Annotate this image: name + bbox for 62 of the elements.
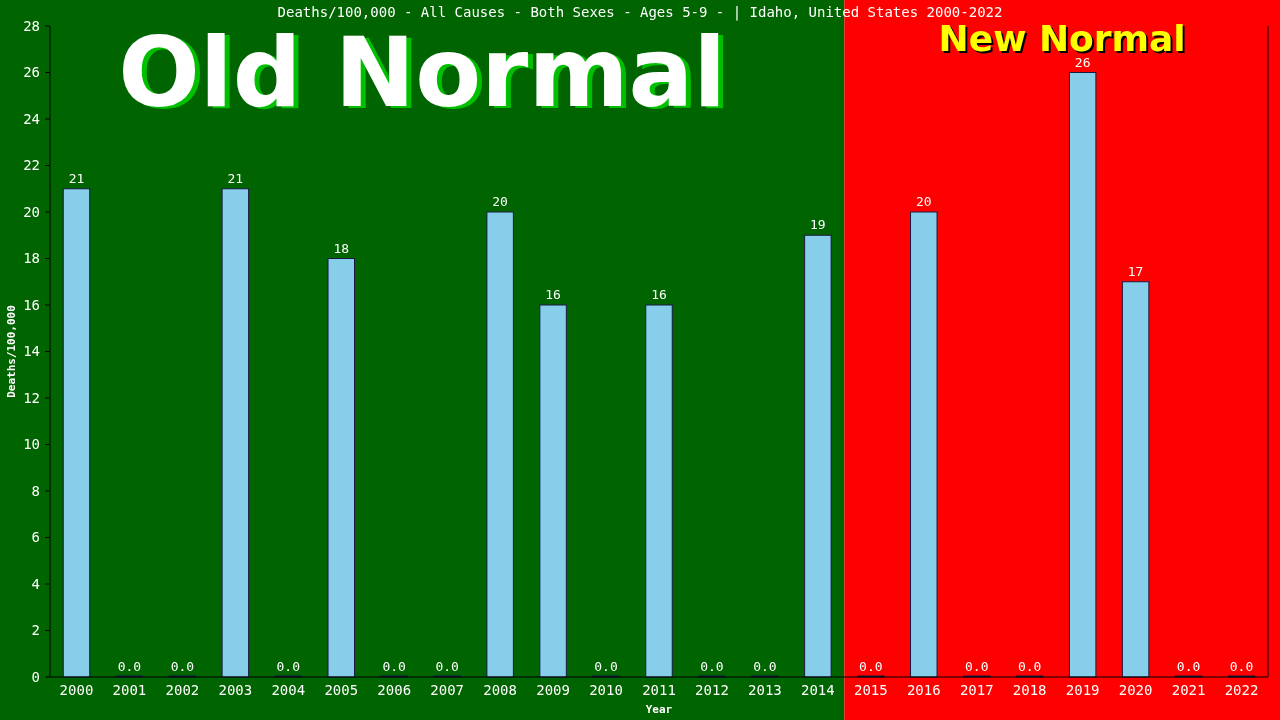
data-label: 0.0 [117, 659, 142, 674]
data-label: 0.0 [700, 659, 724, 674]
y-tick-label: 6 [31, 529, 40, 546]
x-axis-title: Year [645, 703, 673, 716]
x-tick-label: 2017 [959, 682, 994, 698]
x-tick-label: 2012 [695, 682, 729, 698]
data-label: 0.0 [753, 659, 777, 674]
x-tick-label: 2019 [1065, 682, 1100, 698]
x-tick-label: 2008 [483, 682, 517, 698]
y-tick-label: 28 [23, 17, 40, 34]
x-tick-label: 2018 [1012, 682, 1047, 698]
x-tick-label: 2001 [112, 682, 147, 698]
y-tick-label: 22 [23, 157, 40, 174]
x-tick-label: 2009 [536, 682, 570, 698]
y-tick-label: 8 [31, 482, 40, 499]
data-label: 16 [545, 287, 561, 302]
data-label: 0.0 [1229, 659, 1254, 674]
data-label: 0.0 [382, 659, 406, 674]
y-tick-label: 14 [23, 343, 40, 360]
x-tick-label: 2007 [430, 682, 465, 698]
x-tick-label: 2000 [59, 682, 94, 698]
y-tick-label: 12 [23, 389, 40, 406]
y-tick-label: 10 [23, 436, 40, 453]
x-tick-label: 2002 [165, 682, 200, 698]
x-tick-label: 2015 [853, 682, 888, 698]
data-label: 0.0 [1017, 659, 1042, 674]
x-tick-label: 2004 [271, 682, 306, 698]
x-tick-label: 2010 [589, 682, 623, 698]
data-label: 16 [651, 287, 667, 302]
data-label: 0.0 [435, 659, 459, 674]
x-tick-label: 2021 [1171, 682, 1206, 698]
data-label: 20 [915, 194, 932, 209]
x-tick-label: 2013 [748, 682, 782, 698]
data-label: 0.0 [859, 659, 883, 674]
data-label: 0.0 [594, 659, 618, 674]
data-label: 0.0 [276, 659, 301, 674]
y-tick-label: 20 [23, 203, 40, 220]
x-tick-label: 2011 [642, 682, 676, 698]
y-tick-label: 0 [31, 668, 40, 685]
data-label: 21 [227, 170, 244, 186]
data-label: 17 [1127, 263, 1144, 279]
x-tick-label: 2014 [801, 682, 835, 698]
data-label: 18 [333, 240, 350, 256]
x-tick-label: 2005 [324, 682, 359, 698]
data-label: 0.0 [170, 659, 195, 674]
y-tick-label: 26 [23, 64, 40, 81]
x-tick-label: 2020 [1118, 682, 1153, 698]
data-label: 0.0 [1176, 659, 1201, 674]
y-axis-title: Deaths/100,000 [5, 305, 18, 398]
y-tick-label: 4 [31, 575, 40, 592]
y-tick-label: 2 [31, 622, 40, 639]
x-tick-label: 2006 [377, 682, 412, 698]
data-label: 20 [492, 194, 508, 209]
x-tick-label: 2003 [218, 682, 253, 698]
y-tick-label: 16 [23, 296, 40, 313]
x-tick-label: 2022 [1224, 682, 1259, 698]
data-label: 0.0 [965, 659, 989, 674]
data-label: 21 [68, 170, 85, 186]
y-tick-label: 24 [23, 110, 40, 127]
y-tick-label: 18 [23, 250, 40, 267]
data-label: 19 [810, 217, 826, 233]
x-tick-label: 2016 [906, 682, 941, 698]
